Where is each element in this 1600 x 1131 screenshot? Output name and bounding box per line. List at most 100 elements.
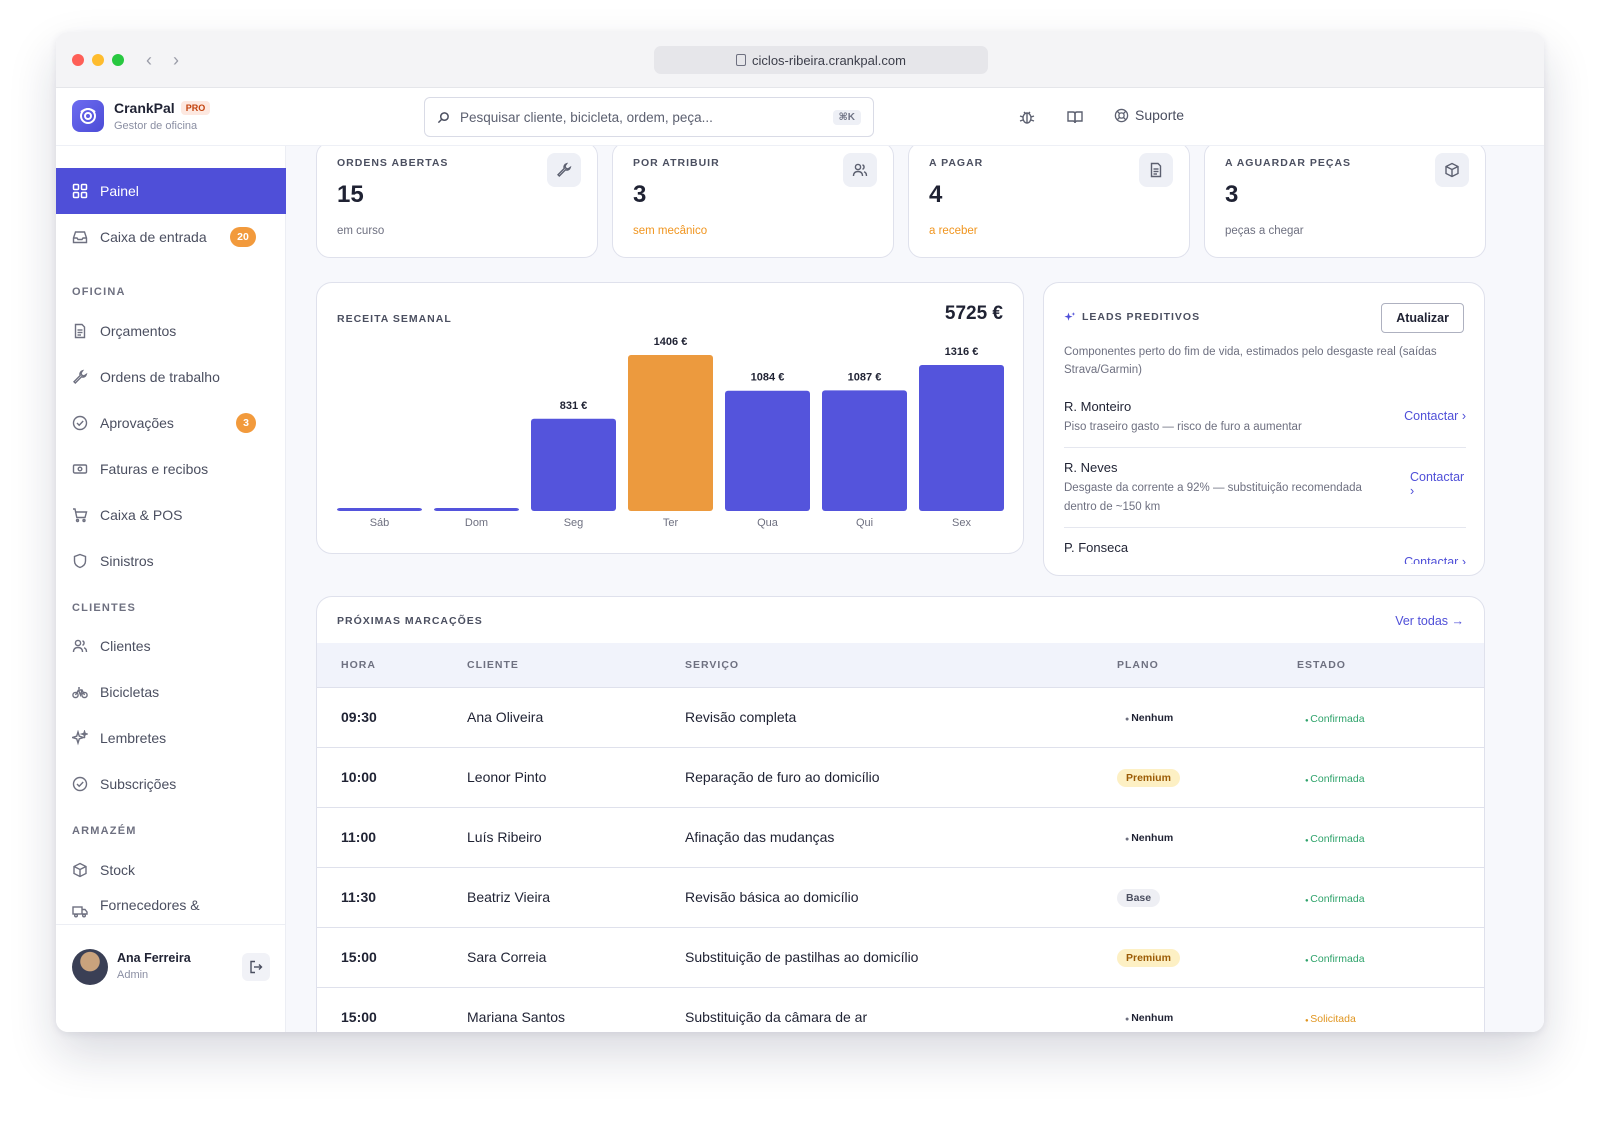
minimize-window-button[interactable] <box>92 54 104 66</box>
truck-icon <box>72 906 88 918</box>
status-badge: Solicitada <box>1305 1013 1356 1025</box>
sidebar-item-label: Caixa & POS <box>100 507 183 523</box>
avatar[interactable] <box>72 949 108 985</box>
table-row[interactable]: 09:30 Ana Oliveira Revisão completa Nenh… <box>317 687 1484 748</box>
sidebar-item-orcamentos[interactable]: Orçamentos <box>56 308 286 354</box>
plan-badge: Premium <box>1117 948 1180 967</box>
search-input[interactable]: Pesquisar cliente, bicicleta, ordem, peç… <box>424 97 874 137</box>
sidebar-item-caixa-de-entrada[interactable]: Caixa de entrada 20 <box>56 214 286 260</box>
contact-lead-button[interactable]: Contactar › <box>1404 555 1466 564</box>
lead-item: P. Fonseca Contactar › <box>1064 540 1466 564</box>
bar-Sex[interactable] <box>919 364 1004 511</box>
bike-icon <box>72 687 88 699</box>
bug-icon[interactable] <box>1018 108 1036 131</box>
lead-name: R. Monteiro <box>1064 399 1132 414</box>
lifebuoy-icon <box>1114 108 1129 122</box>
sidebar-item-label: Sinistros <box>100 553 154 569</box>
sidebar-item-faturas-e-recibos[interactable]: Faturas e recibos <box>56 446 286 492</box>
banknote-icon <box>72 464 88 474</box>
table-row[interactable]: 15:00 Mariana Santos Substituição da câm… <box>317 987 1484 1032</box>
wrench-icon <box>547 153 581 187</box>
search-icon <box>437 111 449 123</box>
sidebar-item-fornecedores[interactable]: Fornecedores & <box>56 893 286 923</box>
table-row[interactable]: 15:00 Sara Correia Substituição de pasti… <box>317 927 1484 988</box>
box-icon <box>1435 153 1469 187</box>
lead-name: P. Fonseca <box>1064 540 1129 555</box>
sidebar-item-aprovacoes[interactable]: Aprovações 3 <box>56 400 286 446</box>
weekly-revenue-card: RECEITA SEMANAL 5725 € Sáb Dom 831 € Seg 140… <box>316 282 1024 554</box>
maximize-window-button[interactable] <box>112 54 124 66</box>
kpi-subtext: peças a chegar <box>1225 225 1304 237</box>
appointment-service: Revisão básica ao domicílio <box>685 867 1117 928</box>
support-label: Suporte <box>1135 107 1185 123</box>
view-all-link[interactable]: Ver todas → <box>1395 614 1464 628</box>
kpi-value: 4 <box>929 181 943 208</box>
kpi-label: A PAGAR <box>929 157 984 169</box>
leads-header: LEADS PREDITIVOS <box>1064 311 1200 323</box>
sidebar-item-stock[interactable]: Stock <box>56 847 286 893</box>
leads-description: Componentes perto do fim de vida, estima… <box>1064 346 1437 376</box>
sidebar-item-caixa-pos[interactable]: Caixa & POS <box>56 492 286 538</box>
appointment-time: 15:00 <box>317 927 467 988</box>
support-button[interactable]: Suporte <box>1114 107 1184 123</box>
sidebar-item-bicicletas[interactable]: Bicicletas <box>56 669 286 715</box>
kpi-subtext: sem mecânico <box>633 225 708 237</box>
status-badge: Confirmada <box>1305 773 1365 785</box>
grid-icon <box>72 183 88 199</box>
users-icon <box>843 153 877 187</box>
contact-lead-button[interactable]: Contactar › <box>1404 409 1466 423</box>
sidebar-item-sinistros[interactable]: Sinistros <box>56 538 286 584</box>
section-title-clientes: CLIENTES <box>72 602 136 614</box>
forward-arrow-icon[interactable]: › <box>173 50 179 70</box>
table-row[interactable]: 10:00 Leonor Pinto Reparação de furo ao … <box>317 747 1484 808</box>
kpi-card-ordens-abertas[interactable]: ORDENS ABERTAS 15 em curso <box>316 146 598 258</box>
back-arrow-icon[interactable]: ‹ <box>146 50 152 70</box>
sidebar-item-lembretes[interactable]: Lembretes <box>56 715 286 761</box>
appointment-service: Reparação de furo ao domicílio <box>685 747 1117 808</box>
bar-Seg[interactable] <box>531 418 616 511</box>
sparkle-icon <box>1064 312 1076 321</box>
book-icon[interactable] <box>1066 108 1084 131</box>
sidebar-item-subscricoes[interactable]: Subscrições <box>56 761 286 807</box>
close-window-button[interactable] <box>72 54 84 66</box>
kpi-card-a-pagar[interactable]: A PAGAR 4 a receber <box>908 146 1190 258</box>
logout-button[interactable] <box>242 953 270 981</box>
bar-Ter[interactable] <box>628 355 713 511</box>
data-label: 1406 € <box>654 336 688 348</box>
pro-badge: PRO <box>180 101 211 115</box>
data-label: 1316 € <box>945 346 979 358</box>
predictive-leads-card: LEADS PREDITIVOS Atualizar Componentes p… <box>1043 282 1485 576</box>
kpi-label: POR ATRIBUIR <box>633 157 720 169</box>
section-title-armazem: ARMAZÉM <box>72 825 137 837</box>
bar-Qua[interactable] <box>725 390 810 511</box>
crankpal-logo-icon[interactable] <box>72 100 104 132</box>
check-circle-icon <box>72 776 88 792</box>
kpi-card-por-atribuir[interactable]: POR ATRIBUIR 3 sem mecânico <box>612 146 894 258</box>
kpi-value: 15 <box>337 181 364 208</box>
sidebar-item-label: Caixa de entrada <box>100 229 207 245</box>
status-badge: Confirmada <box>1305 953 1365 965</box>
lead-note: Desgaste da corrente a 92% — substituiçã… <box>1064 482 1362 513</box>
contact-lead-button[interactable]: Contactar › <box>1410 470 1465 498</box>
sidebar-item-clientes[interactable]: Clientes <box>56 623 286 669</box>
kpi-subtext: em curso <box>337 225 385 237</box>
appointments-card: PRÓXIMAS MARCAÇÕES Ver todas → HORA CLIE… <box>316 596 1485 1032</box>
table-row[interactable]: 11:30 Beatriz Vieira Revisão básica ao d… <box>317 867 1484 928</box>
document-icon <box>74 323 86 339</box>
kpi-card-a-aguardar-pecas[interactable]: A AGUARDAR PEÇAS 3 peças a chegar <box>1204 146 1486 258</box>
bar-Dom[interactable] <box>434 508 519 511</box>
bar-Qui[interactable] <box>822 390 907 511</box>
sidebar-item-label: Ordens de trabalho <box>100 369 220 385</box>
approvals-count-badge: 3 <box>236 413 256 433</box>
inbox-count-badge: 20 <box>230 227 256 247</box>
plan-badge: Base <box>1117 888 1161 907</box>
table-header-row: HORA CLIENTE SERVIÇO PLANO ESTADO <box>317 643 1484 688</box>
sidebar-item-ordens-de-trabalho[interactable]: Ordens de trabalho <box>56 354 286 400</box>
refresh-leads-button[interactable]: Atualizar <box>1381 303 1464 333</box>
sidebar-item-label: Clientes <box>100 638 151 654</box>
address-bar[interactable]: ciclos-ribeira.crankpal.com <box>654 46 988 74</box>
sidebar: Painel Caixa de entrada 20 OFICINA Orçam… <box>56 146 286 1032</box>
table-row[interactable]: 11:00 Luís Ribeiro Afinação das mudanças… <box>317 807 1484 868</box>
sidebar-item-painel[interactable]: Painel <box>56 168 286 214</box>
bar-Sáb[interactable] <box>337 508 422 511</box>
